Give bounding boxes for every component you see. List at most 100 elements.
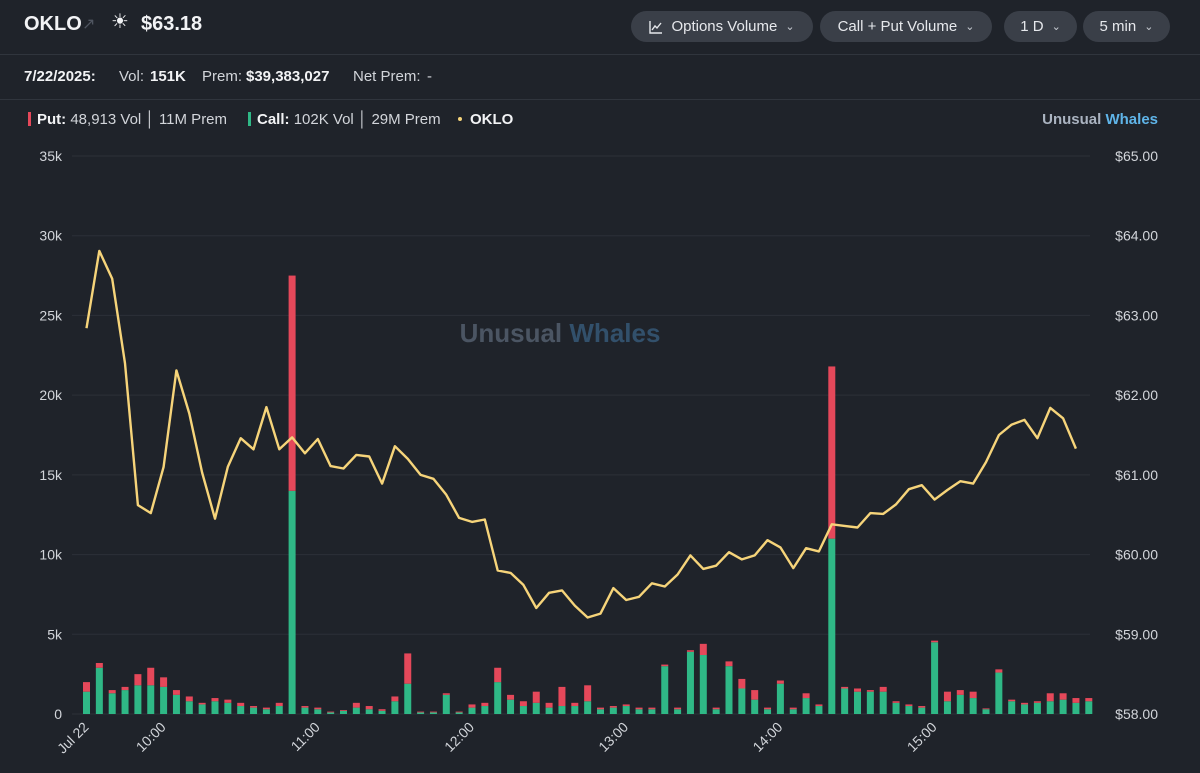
put-bar[interactable] [854, 688, 861, 692]
put-bar[interactable] [519, 701, 527, 707]
call-bar[interactable] [352, 707, 360, 714]
call-bar[interactable] [198, 704, 206, 714]
put-bar[interactable] [648, 707, 656, 710]
call-bar[interactable] [584, 701, 592, 714]
call-bar[interactable] [429, 712, 437, 714]
put-bar[interactable] [1059, 693, 1067, 700]
call-bar[interactable] [725, 666, 733, 714]
call-bar[interactable] [674, 709, 682, 714]
external-link-icon[interactable]: ↗ [82, 16, 96, 33]
call-bar[interactable] [571, 706, 579, 714]
put-bar[interactable] [712, 707, 720, 710]
put-bar[interactable] [532, 691, 540, 703]
call-bar[interactable] [622, 706, 630, 714]
put-bar[interactable] [250, 706, 258, 708]
call-bar[interactable] [776, 683, 784, 714]
put-bar[interactable] [776, 680, 784, 684]
put-bar[interactable] [365, 706, 373, 710]
call-bar[interactable] [404, 683, 412, 714]
call-bar[interactable] [468, 707, 476, 714]
put-bar[interactable] [597, 707, 604, 710]
call-bar[interactable] [378, 710, 386, 714]
call-bar[interactable] [301, 707, 309, 714]
ticker-symbol[interactable]: OKLO [24, 13, 82, 35]
call-bar[interactable] [519, 706, 527, 714]
put-bar[interactable] [1021, 702, 1029, 705]
put-bar[interactable] [121, 686, 129, 691]
call-bar[interactable] [635, 709, 643, 714]
options-volume-dropdown[interactable]: Options Volume ⌄ [631, 11, 813, 42]
put-bar[interactable] [545, 702, 553, 708]
call-bar[interactable] [211, 701, 219, 714]
call-bar[interactable] [121, 690, 129, 714]
call-bar[interactable] [185, 701, 193, 714]
price-series-line[interactable] [85, 249, 1078, 619]
call-bar[interactable] [751, 699, 759, 714]
put-bar[interactable] [802, 693, 810, 699]
call-bar[interactable] [1059, 699, 1067, 714]
call-bar[interactable] [931, 642, 939, 714]
call-bar[interactable] [879, 691, 887, 714]
call-bar[interactable] [661, 666, 669, 714]
put-bar[interactable] [95, 662, 103, 668]
call-bar[interactable] [455, 712, 463, 714]
legend-call[interactable]: Call: 102K Vol │ 29M Prem [248, 111, 441, 128]
call-bar[interactable] [288, 490, 296, 714]
put-bar[interactable] [918, 706, 926, 708]
call-bar[interactable] [237, 706, 245, 714]
put-bar[interactable] [429, 711, 437, 713]
put-bar[interactable] [943, 691, 951, 702]
put-bar[interactable] [224, 699, 232, 703]
put-bar[interactable] [738, 678, 746, 689]
put-bar[interactable] [327, 711, 335, 713]
put-bar[interactable] [686, 650, 694, 652]
put-bar[interactable] [147, 667, 155, 686]
call-bar[interactable] [160, 686, 168, 714]
put-bar[interactable] [172, 690, 180, 695]
put-bar[interactable] [622, 704, 630, 707]
call-bar[interactable] [854, 691, 861, 714]
call-bar[interactable] [95, 667, 103, 714]
put-bar[interactable] [674, 707, 682, 710]
put-bar[interactable] [417, 711, 425, 713]
put-bar[interactable] [198, 702, 206, 705]
call-bar[interactable] [738, 688, 746, 714]
put-bar[interactable] [956, 690, 964, 695]
put-bar[interactable] [468, 704, 476, 708]
call-bar[interactable] [1008, 701, 1016, 714]
call-bar[interactable] [147, 685, 155, 714]
put-bar[interactable] [275, 702, 283, 707]
put-bar[interactable] [378, 709, 386, 711]
put-bar[interactable] [635, 707, 643, 710]
call-bar[interactable] [892, 702, 900, 714]
call-bar[interactable] [648, 709, 656, 714]
call-bar[interactable] [250, 707, 258, 714]
call-bar[interactable] [597, 709, 604, 714]
put-bar[interactable] [108, 690, 116, 694]
put-bar[interactable] [391, 696, 399, 702]
call-bar[interactable] [982, 709, 990, 714]
put-bar[interactable] [789, 707, 797, 710]
put-bar[interactable] [751, 690, 759, 700]
put-bar[interactable] [905, 704, 913, 707]
call-bar[interactable] [828, 538, 836, 714]
put-bar[interactable] [828, 366, 836, 539]
put-bar[interactable] [185, 696, 193, 702]
call-bar[interactable] [532, 702, 540, 714]
call-bar[interactable] [558, 706, 566, 714]
call-bar[interactable] [545, 707, 553, 714]
call-bar[interactable] [764, 709, 772, 714]
put-bar[interactable] [455, 711, 463, 713]
put-bar[interactable] [1072, 698, 1080, 703]
put-bar[interactable] [134, 674, 142, 686]
call-bar[interactable] [1021, 704, 1029, 714]
put-bar[interactable] [764, 707, 772, 710]
put-bar[interactable] [404, 653, 412, 684]
put-bar[interactable] [160, 677, 168, 687]
call-bar[interactable] [172, 694, 180, 714]
put-bar[interactable] [815, 704, 823, 707]
put-bar[interactable] [211, 698, 219, 702]
put-bar[interactable] [494, 667, 502, 683]
call-bar[interactable] [686, 651, 694, 714]
put-bar[interactable] [661, 664, 669, 667]
